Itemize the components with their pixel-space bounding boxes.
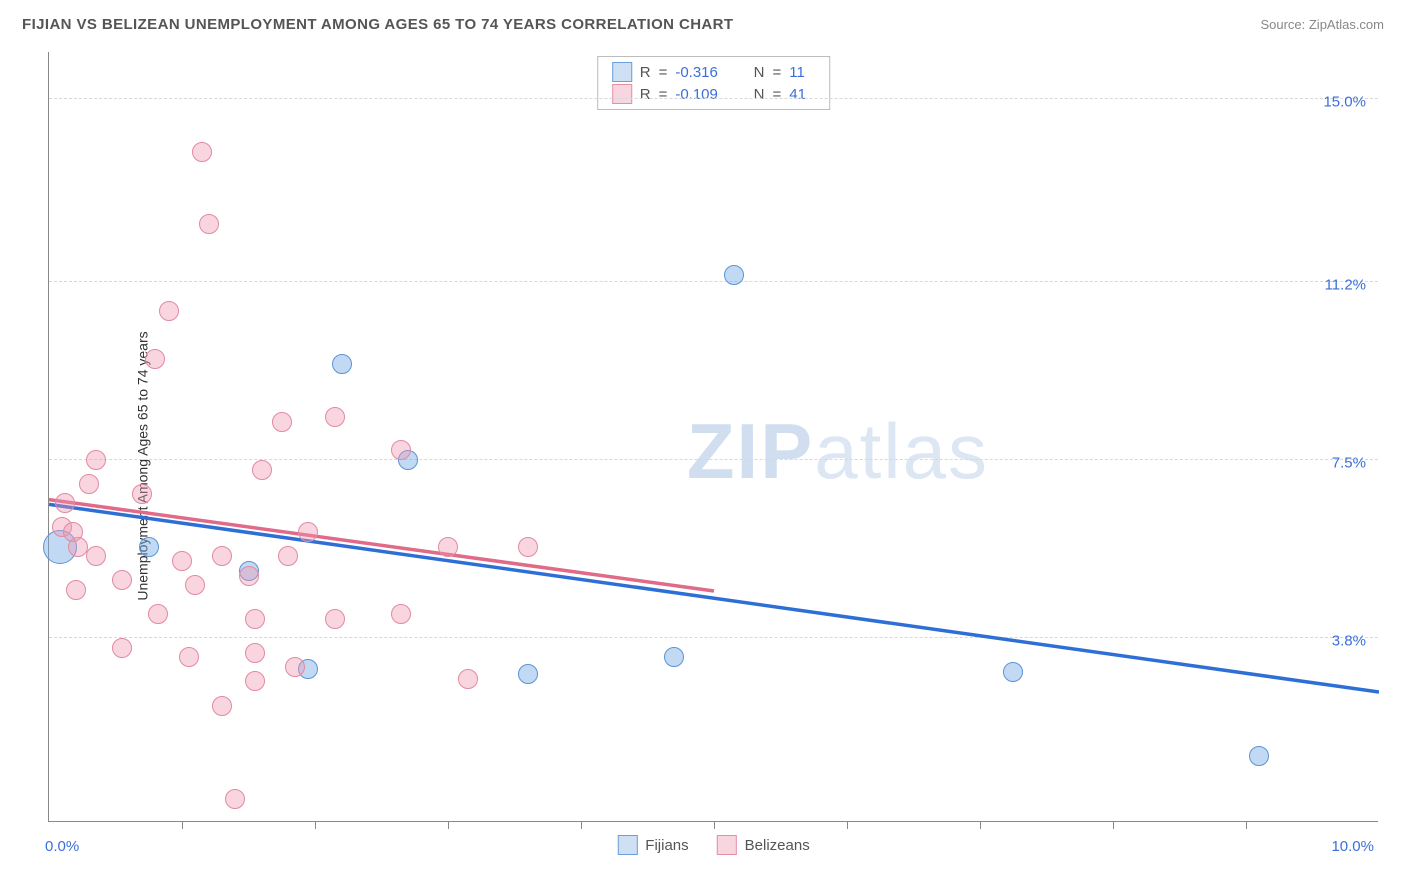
data-point [325,609,345,629]
data-point [664,647,684,667]
series-swatch [717,835,737,855]
x-axis-min-label: 0.0% [45,838,79,855]
series-legend: Fijians Belizeans [617,835,809,855]
trend-line [49,504,1379,692]
data-point [438,537,458,557]
data-point [86,546,106,566]
gridline [49,98,1378,99]
data-point [112,638,132,658]
data-point [391,604,411,624]
x-axis-max-label: 10.0% [1331,838,1374,855]
data-point [272,412,292,432]
x-tick [1246,821,1247,829]
x-tick [980,821,981,829]
data-point [1249,746,1269,766]
data-point [1003,662,1023,682]
data-point [298,522,318,542]
stats-legend-box: R = -0.316 N = 11 R = -0.109 N = 41 [597,56,831,110]
data-point [325,407,345,427]
data-point [185,575,205,595]
data-point [252,460,272,480]
data-point [518,537,538,557]
data-point [391,440,411,460]
data-point [192,142,212,162]
data-point [278,546,298,566]
legend-label: Fijians [645,837,688,854]
data-point [245,671,265,691]
data-point [199,214,219,234]
stats-row: R = -0.109 N = 41 [598,83,830,105]
data-point [225,789,245,809]
data-point [245,609,265,629]
data-point [724,265,744,285]
data-point [332,354,352,374]
gridline [49,459,1378,460]
data-point [212,696,232,716]
legend-item: Fijians [617,835,688,855]
data-point [458,669,478,689]
gridline [49,637,1378,638]
data-point [179,647,199,667]
y-tick-label: 11.2% [1325,277,1366,294]
data-point [159,301,179,321]
data-point [285,657,305,677]
correlation-chart: Unemployment Among Ages 65 to 74 years Z… [0,40,1406,892]
watermark: ZIPatlas [687,406,989,497]
chart-title: FIJIAN VS BELIZEAN UNEMPLOYMENT AMONG AG… [22,16,733,33]
source-label: Source: ZipAtlas.com [1260,17,1384,32]
data-point [55,493,75,513]
x-tick [581,821,582,829]
data-point [112,570,132,590]
data-point [239,566,259,586]
data-point [79,474,99,494]
y-tick-label: 3.8% [1332,633,1366,650]
x-tick [847,821,848,829]
data-point [132,484,152,504]
data-point [66,580,86,600]
data-point [148,604,168,624]
series-swatch [612,84,632,104]
data-point [518,664,538,684]
data-point [172,551,192,571]
x-tick [315,821,316,829]
data-point [245,643,265,663]
gridline [49,281,1378,282]
y-tick-label: 7.5% [1332,455,1366,472]
legend-label: Belizeans [745,837,810,854]
y-tick-label: 15.0% [1323,94,1366,111]
x-tick [1113,821,1114,829]
data-point [139,537,159,557]
legend-item: Belizeans [717,835,810,855]
plot-area: ZIPatlas R = -0.316 N = 11 R = -0.109 N … [48,52,1378,822]
x-tick [714,821,715,829]
data-point [86,450,106,470]
data-point [212,546,232,566]
data-point [145,349,165,369]
series-swatch [612,62,632,82]
series-swatch [617,835,637,855]
x-tick [182,821,183,829]
stats-row: R = -0.316 N = 11 [598,61,830,83]
x-tick [448,821,449,829]
